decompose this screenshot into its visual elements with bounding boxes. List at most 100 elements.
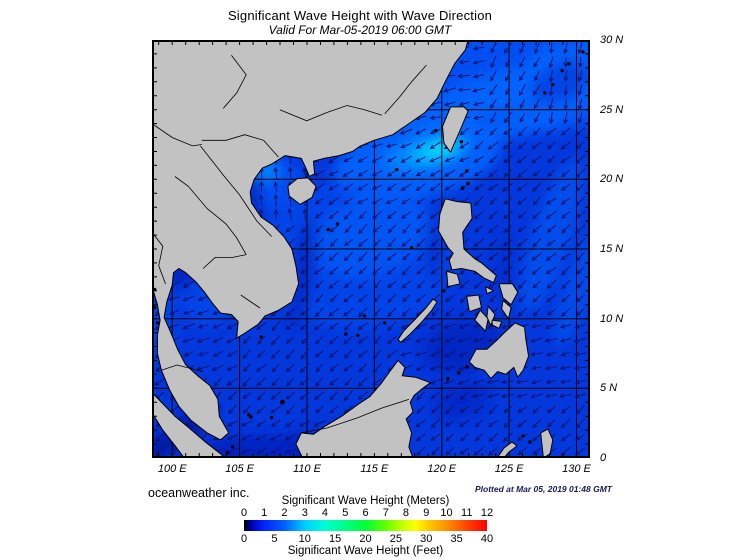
land-bohol (491, 319, 503, 329)
island-dot (270, 415, 274, 420)
island-dot (567, 62, 571, 66)
island-dot (326, 227, 330, 232)
colorbar-meter-tick: 6 (362, 507, 369, 519)
island-dot (521, 434, 525, 438)
plotted-timestamp: Plotted at Mar 05, 2019 01:48 GMT (475, 484, 612, 494)
island-dot (280, 399, 285, 405)
lat-label: 10 N (600, 312, 624, 325)
latitude-axis: 30 N 25 N 20 N 15 N 10 N 5 N 0 (596, 34, 641, 464)
island-dot (442, 289, 446, 293)
colorbar-feet-tick: 25 (389, 533, 402, 545)
land-negros (474, 309, 489, 332)
land-luzon (438, 198, 497, 283)
colorbar-meter-scale: 0 1 2 3 4 5 6 7 8 9 10 11 12 (240, 507, 493, 519)
small-islands (153, 50, 585, 455)
colorbar-meter-tick: 3 (301, 507, 308, 519)
island-dot (155, 321, 160, 325)
longitude-axis: 100 E 105 E 110 E 115 E 120 E 125 E 130 E (152, 463, 591, 479)
land-leyte (501, 300, 512, 320)
colorbar-meter-tick: 1 (261, 507, 268, 519)
country-borders (152, 55, 427, 434)
map-frame (152, 40, 590, 458)
colorbar-feet-tick: 15 (329, 533, 342, 545)
land-taiwan (442, 106, 469, 153)
colorbar-feet-tick: 20 (359, 533, 372, 545)
island-dot (231, 445, 235, 449)
lat-label: 30 N (600, 34, 624, 46)
land-sulawesi-arm (496, 441, 518, 458)
lon-label: 120 E (427, 463, 457, 475)
land-panay (466, 294, 482, 313)
colorbar-title-feet: Significant Wave Height (Feet) (287, 545, 444, 557)
landmasses (152, 40, 554, 458)
colorbar-title-meters: Significant Wave Height (Meters) (281, 495, 450, 507)
lat-label: 5 N (600, 382, 618, 395)
lon-label: 125 E (494, 463, 524, 475)
colorbar-feet-tick: 30 (420, 533, 433, 545)
island-dot (383, 321, 387, 325)
lon-label: 100 E (157, 463, 187, 475)
colorbar-feet-tick: 0 (240, 533, 248, 545)
island-dot (335, 222, 340, 226)
colorbar-feet-scale: 0 5 10 15 20 25 30 35 40 (240, 533, 493, 545)
colorbar-meter-tick: 7 (382, 507, 389, 519)
land-mindanao (468, 322, 530, 380)
island-dot (356, 333, 360, 338)
island-dot (465, 169, 469, 173)
island-dot (446, 376, 450, 381)
land-palawan (397, 298, 438, 343)
colorbar-meter-tick: 12 (480, 507, 494, 519)
island-dot (528, 440, 532, 444)
island-dot (434, 128, 438, 133)
colorbar-meter-tick: 9 (423, 507, 430, 519)
island-dot (247, 413, 251, 417)
island-dot (249, 415, 253, 419)
land-asia-mainland (152, 40, 469, 441)
island-dot (581, 50, 585, 54)
land-masbate (485, 286, 495, 295)
island-dot (344, 332, 348, 336)
island-dot (560, 68, 564, 73)
credit-text: oceanweather inc. (148, 486, 250, 500)
colorbar-meter-tick: 2 (281, 507, 288, 519)
colorbar-feet-tick: 10 (298, 533, 311, 545)
colorbar-feet-tick: 40 (480, 533, 494, 545)
lat-label: 0 (600, 452, 607, 464)
island-dot (259, 335, 263, 339)
island-dot (457, 371, 461, 375)
lat-label: 15 N (600, 243, 624, 255)
land-cebu (486, 305, 496, 327)
colorbar-meter-tick: 5 (342, 507, 349, 519)
land-samar (498, 283, 519, 306)
land-hainan (287, 177, 317, 205)
chart-title: Significant Wave Height with Wave Direct… (227, 8, 493, 23)
colorbar-feet-tick: 35 (450, 533, 463, 545)
land-halmahera (540, 428, 554, 458)
island-dot (551, 82, 555, 87)
lat-label: 20 N (600, 173, 624, 186)
colorbar-meter-tick: 8 (402, 507, 410, 519)
island-dot (466, 181, 470, 186)
lon-label: 130 E (562, 463, 591, 475)
map-canvas (152, 40, 590, 458)
degree-ticks (152, 40, 590, 458)
colorbar (244, 520, 487, 531)
lon-label: 110 E (293, 463, 321, 475)
island-dot (461, 186, 465, 190)
land-borneo (295, 359, 431, 458)
lon-label: 115 E (360, 463, 389, 475)
island-dot (459, 140, 464, 144)
island-dot (395, 167, 399, 172)
colorbar-meter-tick: 4 (321, 507, 329, 519)
island-dot (543, 91, 547, 95)
colorbar-meter-tick: 10 (440, 507, 453, 519)
island-dot (409, 245, 414, 250)
chart-subtitle: Valid For Mar-05-2019 06:00 GMT (268, 23, 452, 37)
land-mindoro (446, 270, 461, 288)
lon-label: 105 E (225, 463, 254, 475)
island-dot (465, 365, 469, 369)
island-dot (362, 314, 367, 318)
colorbar-meter-tick: 0 (240, 507, 248, 519)
lat-label: 25 N (600, 103, 624, 116)
